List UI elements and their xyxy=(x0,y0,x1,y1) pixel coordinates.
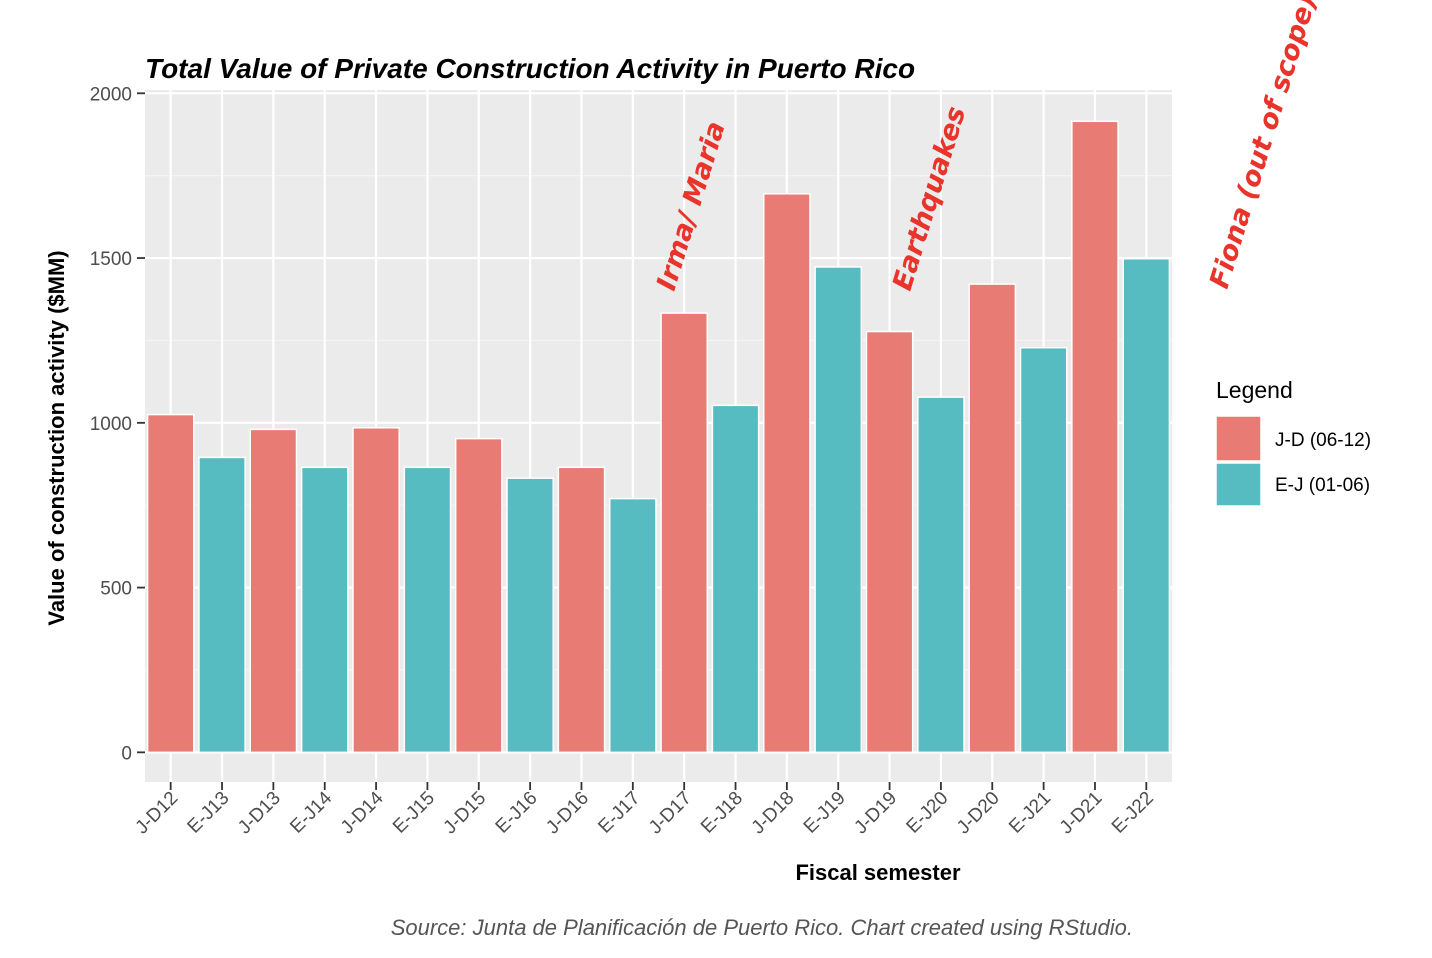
x-axis-title: Fiscal semester xyxy=(795,860,961,885)
bar-J-D15 xyxy=(454,437,503,754)
legend-swatch-ej xyxy=(1215,462,1262,507)
chart-title: Total Value of Private Construction Acti… xyxy=(145,53,915,84)
legend-swatch-jd xyxy=(1215,415,1262,462)
x-tick-label: E-J20 xyxy=(903,788,953,838)
x-tick-label: J-D14 xyxy=(337,787,388,838)
bar-J-D12 xyxy=(146,413,195,754)
y-tick-label: 1500 xyxy=(90,249,132,270)
x-tick-label: J-D15 xyxy=(440,788,491,839)
y-tick-label: 0 xyxy=(121,743,132,764)
y-axis: 0 500 1000 1500 2000 xyxy=(90,84,145,764)
legend-label-ej: E-J (01-06) xyxy=(1275,475,1370,496)
x-tick-label: J-D19 xyxy=(850,788,901,839)
x-tick-label: J-D17 xyxy=(645,788,696,839)
x-tick-label: J-D21 xyxy=(1056,788,1107,839)
bar-E-J14 xyxy=(300,466,349,754)
bars xyxy=(146,120,1171,754)
legend-title: Legend xyxy=(1216,377,1293,403)
x-tick-label: E-J15 xyxy=(389,788,439,838)
plot-panel xyxy=(145,90,1172,782)
legend: Legend J-D (06-12) E-J (01-06) xyxy=(1215,377,1371,507)
bar-J-D20 xyxy=(968,283,1017,754)
bar-E-J18 xyxy=(711,404,760,754)
x-tick-label: J-D12 xyxy=(132,788,183,839)
y-tick-label: 2000 xyxy=(90,84,132,105)
x-tick-label: E-J17 xyxy=(594,788,644,838)
bar-E-J16 xyxy=(506,477,554,754)
x-tick-label: E-J22 xyxy=(1108,788,1158,838)
legend-label-jd: J-D (06-12) xyxy=(1275,430,1371,451)
x-tick-label: E-J19 xyxy=(800,788,850,838)
x-tick-label: E-J21 xyxy=(1005,788,1055,838)
bar-E-J21 xyxy=(1019,346,1068,754)
x-tick-label: E-J14 xyxy=(286,787,336,837)
x-tick-label: E-J16 xyxy=(492,788,542,838)
source-note: Source: Junta de Planificación de Puerto… xyxy=(391,915,1133,940)
bar-J-D21 xyxy=(1071,120,1119,754)
bar-J-D18 xyxy=(763,193,811,754)
annotation-fiona: Fiona (out of scope) xyxy=(1204,0,1323,292)
bar-J-D17 xyxy=(660,312,709,754)
x-tick-label: J-D16 xyxy=(542,788,593,839)
x-tick-label: J-D20 xyxy=(953,788,1004,839)
x-tick-label: E-J13 xyxy=(184,788,234,838)
bar-J-D13 xyxy=(249,428,298,754)
bar-E-J20 xyxy=(917,396,965,754)
bar-J-D14 xyxy=(352,427,400,754)
x-tick-label: J-D18 xyxy=(748,788,799,839)
bar-J-D19 xyxy=(865,330,914,754)
y-tick-label: 1000 xyxy=(90,414,132,435)
x-tick-label: E-J18 xyxy=(697,788,747,838)
bar-J-D16 xyxy=(557,466,606,754)
bar-E-J13 xyxy=(198,456,246,754)
x-axis: J-D12 E-J13 J-D13 E-J14 J-D14 E-J15 J-D15 E-J16… xyxy=(132,782,1158,838)
y-axis-title: Value of construction activity ($MM) xyxy=(44,250,69,625)
bar-E-J17 xyxy=(608,497,657,754)
bar-E-J15 xyxy=(403,466,452,754)
bar-E-J22 xyxy=(1122,257,1171,754)
x-tick-label: J-D13 xyxy=(234,788,285,839)
bar-E-J19 xyxy=(814,266,863,754)
y-tick-label: 500 xyxy=(100,579,132,600)
